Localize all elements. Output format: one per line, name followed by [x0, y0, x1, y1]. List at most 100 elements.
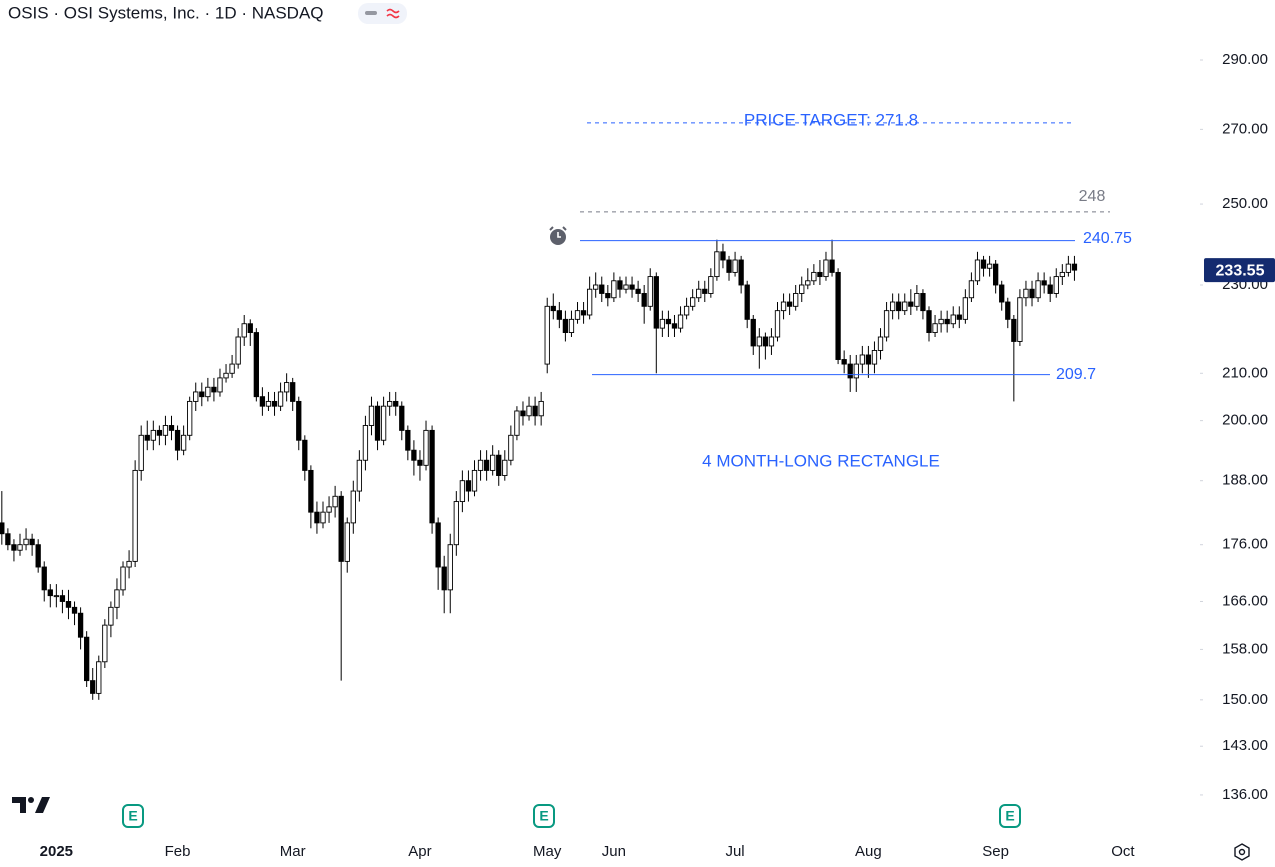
- candle-body: [641, 293, 647, 307]
- y-tick-label: 310.00: [1222, 0, 1268, 3]
- last-price-bg: [1204, 258, 1275, 283]
- candle-body: [544, 305, 550, 365]
- plot-area: [0, 239, 1078, 700]
- y-tick-label: 176.00: [1222, 536, 1268, 553]
- earnings-label: E: [1005, 808, 1014, 824]
- x-tick-label: Jun: [602, 843, 626, 860]
- x-tick-label: Aug: [855, 843, 882, 860]
- candle-body: [605, 293, 611, 299]
- candle-body: [999, 284, 1005, 303]
- x-tick-label: Feb: [165, 843, 191, 860]
- candle-body: [665, 318, 672, 325]
- y-tick-label: 270.00: [1222, 120, 1268, 137]
- candle-body: [90, 680, 96, 694]
- x-tick-label: Oct: [1111, 843, 1135, 860]
- tv-logo: [12, 797, 50, 813]
- earnings-badge: [999, 804, 1021, 828]
- candle-body: [465, 480, 472, 492]
- candle-body: [77, 612, 84, 638]
- x-tick-label: Sep: [982, 843, 1009, 860]
- candle-body: [387, 400, 393, 407]
- alert-icon[interactable]: [549, 226, 567, 245]
- x-tick-label: May: [533, 843, 562, 860]
- candle-body: [926, 310, 932, 334]
- candle-body: [708, 276, 714, 294]
- candle-body: [1041, 280, 1047, 286]
- candle-body: [459, 480, 466, 503]
- candle-body: [1011, 318, 1017, 342]
- candle-body: [514, 410, 520, 436]
- last-price-label: 233.55: [1216, 262, 1265, 279]
- candle-body: [659, 318, 666, 329]
- earnings-badge: [122, 804, 144, 828]
- candle-body: [132, 469, 138, 562]
- candle-body: [277, 391, 284, 407]
- candle-body: [986, 263, 993, 269]
- candle-body: [768, 336, 775, 347]
- candle-body: [599, 284, 605, 294]
- candle-body: [259, 396, 266, 407]
- candle-body: [1071, 263, 1078, 271]
- candle-body: [696, 288, 702, 299]
- candle-body: [217, 377, 223, 393]
- y-tick-label: 188.00: [1222, 472, 1268, 489]
- candle-body: [865, 354, 872, 365]
- candle-body: [47, 589, 53, 597]
- gear-center[interactable]: [1238, 848, 1246, 856]
- candle-body: [156, 429, 163, 436]
- candle-body: [829, 259, 835, 273]
- candle-body: [1059, 271, 1065, 278]
- candle-body: [871, 349, 878, 365]
- candle-body: [296, 400, 302, 441]
- alarm-bells[interactable]: [549, 226, 567, 231]
- candle-body: [902, 301, 908, 312]
- candle-body: [677, 314, 684, 329]
- candle-body: [59, 595, 66, 602]
- y-tick-label: 150.00: [1222, 691, 1268, 708]
- candle-body: [817, 271, 823, 278]
- candle-body: [629, 284, 635, 290]
- collapse-icon[interactable]: [365, 11, 377, 15]
- candle-body: [883, 310, 890, 338]
- candle-body: [253, 332, 259, 398]
- candle-body: [738, 259, 744, 286]
- candle-body: [774, 310, 781, 338]
- candle-body: [5, 533, 11, 546]
- candle-body: [399, 405, 405, 431]
- candle-body: [586, 288, 593, 316]
- candle-body: [914, 293, 920, 307]
- candle-body: [11, 544, 17, 551]
- candle-body: [799, 284, 805, 294]
- header-buttons[interactable]: [358, 3, 407, 24]
- x-tick-label: Jul: [725, 843, 744, 860]
- candle-body: [126, 560, 132, 568]
- candle-body: [538, 400, 544, 417]
- gear[interactable]: [1234, 843, 1250, 861]
- candle-body: [1047, 284, 1053, 294]
- logo-part: [12, 797, 26, 813]
- candle-body: [490, 454, 496, 471]
- candle-body: [635, 288, 641, 294]
- candle-body: [380, 405, 387, 441]
- y-tick-label: 166.00: [1222, 592, 1268, 609]
- candle-body: [750, 318, 756, 347]
- candle-body: [653, 276, 659, 329]
- x-tick-label: 2025: [40, 843, 73, 860]
- candle-body: [65, 601, 72, 608]
- candle-body: [617, 280, 623, 290]
- candle-body: [623, 284, 629, 290]
- candle-body: [980, 259, 987, 269]
- level-label: PRICE TARGET: 271.8: [744, 110, 918, 129]
- settings-icon[interactable]: [1234, 843, 1250, 861]
- button-bg[interactable]: [358, 3, 407, 24]
- candle-body: [108, 606, 114, 626]
- candle-body: [859, 354, 865, 365]
- candle-body: [508, 434, 514, 461]
- candle-body: [53, 595, 60, 598]
- level-label: 248: [1079, 188, 1106, 205]
- alarm-hands[interactable]: [557, 232, 561, 238]
- candle-body: [144, 434, 150, 441]
- candle-body: [908, 301, 914, 307]
- indicator-icon[interactable]: [386, 8, 400, 19]
